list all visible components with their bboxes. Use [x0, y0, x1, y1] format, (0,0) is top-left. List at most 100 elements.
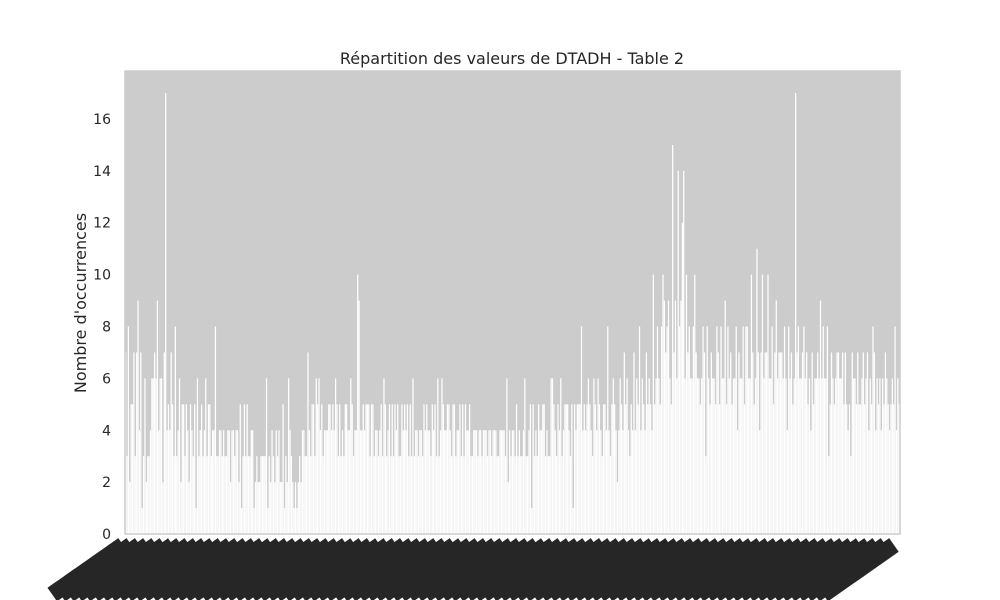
- bar: [782, 378, 784, 534]
- bar: [162, 482, 164, 534]
- bar: [256, 456, 258, 534]
- bar: [272, 456, 275, 534]
- bar: [235, 430, 237, 534]
- bar: [457, 430, 460, 534]
- bar: [637, 404, 639, 534]
- bar: [770, 378, 772, 534]
- bar: [632, 430, 634, 534]
- bar: [890, 404, 892, 534]
- bar: [525, 456, 527, 534]
- bar: [486, 456, 489, 534]
- bar: [276, 456, 279, 534]
- bar: [812, 404, 815, 534]
- bar: [227, 430, 229, 534]
- bar: [651, 430, 653, 534]
- bar: [746, 326, 748, 534]
- bar: [169, 430, 171, 534]
- bar: [352, 456, 355, 534]
- bar: [738, 352, 740, 534]
- bar: [840, 378, 842, 534]
- bar: [804, 378, 806, 534]
- bar: [275, 430, 277, 534]
- bar: [766, 352, 768, 534]
- bar: [491, 456, 493, 534]
- bar: [866, 352, 869, 534]
- bar: [455, 456, 457, 534]
- bar: [844, 352, 846, 534]
- bar: [410, 456, 413, 534]
- bar: [460, 456, 462, 534]
- bar: [529, 404, 532, 534]
- bar: [667, 300, 670, 534]
- bar: [558, 430, 561, 534]
- bar: [670, 404, 672, 534]
- bar: [894, 326, 896, 534]
- bar: [681, 222, 683, 535]
- bar: [706, 326, 708, 534]
- bar: [542, 404, 544, 534]
- bar: [142, 456, 145, 534]
- bar: [158, 430, 160, 534]
- bar: [709, 404, 711, 534]
- bar: [145, 482, 147, 534]
- bar: [597, 378, 599, 534]
- bar: [180, 482, 182, 534]
- bar: [358, 300, 360, 534]
- bar: [658, 378, 660, 534]
- bar: [300, 482, 302, 534]
- bar: [221, 456, 223, 534]
- bar: [736, 430, 739, 534]
- bar: [778, 352, 780, 534]
- bar: [159, 378, 161, 534]
- bar: [797, 326, 800, 534]
- bar: [424, 430, 427, 534]
- bar: [398, 456, 400, 534]
- bar: [231, 430, 233, 534]
- bar: [381, 456, 384, 534]
- bar: [734, 378, 736, 534]
- bar: [654, 404, 656, 534]
- bar: [768, 378, 770, 534]
- bar: [507, 482, 509, 534]
- bar: [695, 352, 697, 534]
- bar: [144, 378, 146, 534]
- bar: [415, 430, 417, 534]
- bar: [380, 404, 382, 534]
- bar: [341, 430, 344, 534]
- bar: [882, 378, 884, 534]
- bar: [129, 482, 131, 534]
- bar: [544, 456, 547, 534]
- bar: [321, 404, 323, 534]
- bar: [680, 300, 682, 534]
- bar: [883, 404, 885, 534]
- bar: [877, 404, 880, 534]
- bar: [488, 430, 490, 534]
- bar: [220, 430, 222, 534]
- bar: [350, 378, 352, 534]
- bar: [594, 404, 596, 534]
- bar: [274, 482, 276, 534]
- bar: [763, 378, 765, 534]
- bar: [361, 430, 363, 534]
- bar: [553, 404, 555, 534]
- bar: [176, 456, 178, 534]
- bar: [363, 430, 366, 534]
- bar: [393, 456, 395, 534]
- bar: [636, 378, 638, 534]
- bar: [481, 456, 483, 534]
- bar: [420, 430, 422, 534]
- bar: [745, 326, 747, 534]
- bar: [216, 456, 218, 534]
- bar: [281, 482, 283, 534]
- bar: [609, 456, 612, 534]
- bar: [623, 352, 625, 534]
- bar: [832, 378, 834, 534]
- bar: [818, 378, 820, 534]
- bar: [629, 456, 631, 534]
- bar: [264, 456, 266, 534]
- bar: [196, 378, 199, 534]
- bar: [872, 326, 874, 534]
- bar: [749, 378, 751, 534]
- bar: [551, 378, 554, 534]
